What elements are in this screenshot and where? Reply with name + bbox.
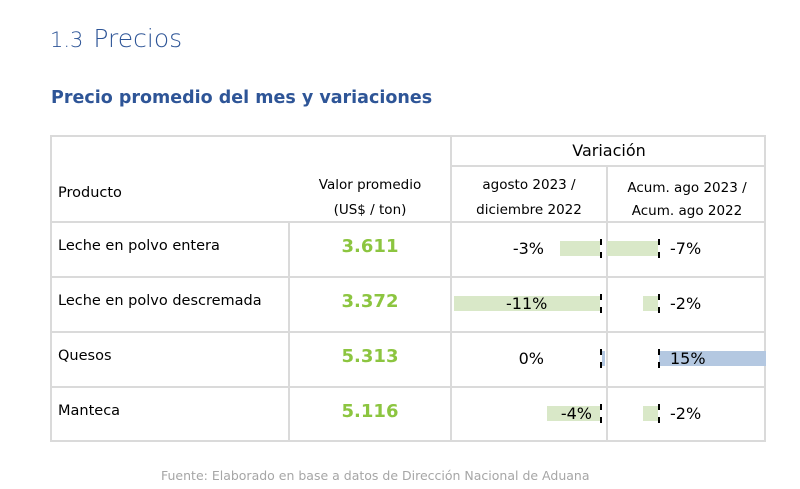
variacion-acumulada-axis xyxy=(658,403,660,423)
header-acum-line1: Acum. ago 2023 / xyxy=(627,180,747,196)
header-mensual-line2: diciembre 2022 xyxy=(476,202,582,218)
section-number: 1.3 xyxy=(50,28,84,52)
variacion-acumulada-axis xyxy=(658,293,660,313)
variacion-acumulada-value: -7% xyxy=(670,238,702,258)
variacion-mensual-bar xyxy=(560,240,600,256)
row-producto: Leche en polvo descremada xyxy=(58,293,262,309)
row-producto: Leche en polvo entera xyxy=(58,238,220,254)
header-producto: Producto xyxy=(58,185,122,201)
grid-line xyxy=(52,331,764,333)
header-variacion-mensual: agosto 2023 / diciembre 2022 xyxy=(452,173,606,223)
variacion-mensual-bar xyxy=(602,350,605,366)
grid-line xyxy=(52,221,764,223)
variacion-mensual-axis xyxy=(600,238,602,258)
table-subtitle: Precio promedio del mes y variaciones xyxy=(51,88,433,108)
header-valor-line1: Valor promedio xyxy=(318,177,422,193)
section-title: 1.3 Precios xyxy=(50,24,182,53)
row-valor: 5.313 xyxy=(341,346,399,367)
row-valor: 3.372 xyxy=(341,291,399,312)
variacion-mensual-bar xyxy=(454,295,600,311)
variacion-acumulada-axis xyxy=(658,238,660,258)
variacion-mensual-bar xyxy=(546,405,600,421)
variacion-mensual-value: 0% xyxy=(518,348,544,368)
variacion-mensual-axis xyxy=(600,293,602,313)
grid-line xyxy=(450,137,452,440)
variacion-acumulada-bar xyxy=(643,295,658,311)
grid-line xyxy=(606,165,608,440)
variacion-acumulada-bar xyxy=(643,405,658,421)
variacion-mensual-value: -11% xyxy=(506,293,548,313)
variacion-acumulada-value: -2% xyxy=(670,293,702,313)
row-producto: Quesos xyxy=(58,348,112,364)
row-valor: 5.116 xyxy=(341,401,399,422)
variacion-acumulada-value: 15% xyxy=(670,348,706,368)
section-title-text: Precios xyxy=(93,24,183,53)
header-variacion: Variación xyxy=(572,141,646,160)
header-variacion-acumulada: Acum. ago 2023 / Acum. ago 2022 xyxy=(608,177,766,223)
variacion-mensual-value: -3% xyxy=(512,238,544,258)
row-producto: Manteca xyxy=(58,403,121,419)
header-valor-promedio: Valor promedio (US$ / ton) xyxy=(290,173,450,223)
grid-line xyxy=(288,221,290,440)
prices-table: Variación Producto Valor promedio (US$ /… xyxy=(50,135,766,442)
variacion-mensual-axis xyxy=(600,348,602,368)
source-note: Fuente: Elaborado en base a datos de Dir… xyxy=(161,468,590,483)
grid-line xyxy=(52,386,764,388)
variacion-acumulada-bar xyxy=(659,350,766,366)
grid-line xyxy=(52,276,764,278)
variacion-acumulada-value: -2% xyxy=(670,403,702,423)
variacion-acumulada-axis xyxy=(658,348,660,368)
variacion-acumulada-bar xyxy=(607,240,658,256)
variacion-mensual-axis xyxy=(600,403,602,423)
header-mensual-line1: agosto 2023 / xyxy=(482,177,576,193)
variacion-mensual-value: -4% xyxy=(560,403,592,423)
header-valor-line2: (US$ / ton) xyxy=(333,202,407,218)
grid-line xyxy=(450,165,764,167)
header-acum-line2: Acum. ago 2022 xyxy=(631,203,743,219)
row-valor: 3.611 xyxy=(341,236,399,257)
